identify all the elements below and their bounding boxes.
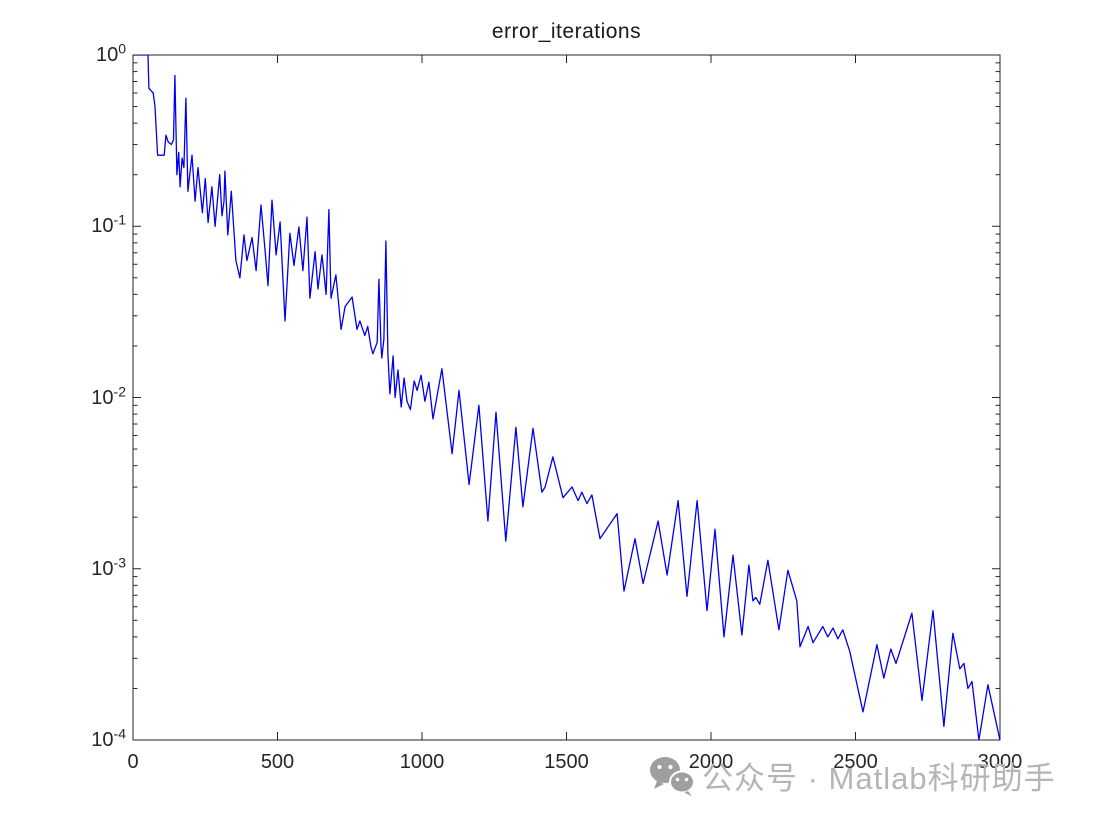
y-axis-tick-label: 10-3 [91, 554, 126, 580]
y-axis-tick-label: 10-4 [91, 725, 126, 751]
axes-box [132, 54, 1001, 741]
x-axis-tick-label: 2500 [833, 751, 878, 773]
x-axis-tick-label: 3000 [977, 751, 1023, 773]
axis-ticks [132, 54, 1001, 741]
y-axis-tick-label: 100 [95, 40, 126, 66]
error-curve [133, 55, 1000, 740]
x-axis-tick-label: 1500 [544, 751, 589, 773]
x-axis-tick-label: 500 [260, 751, 295, 773]
x-axis-tick-label: 1000 [399, 751, 445, 773]
plot-title: error_iterations [491, 20, 642, 43]
y-axis-tick-label: 10-1 [91, 211, 126, 238]
x-axis-tick-label: 0 [127, 751, 139, 773]
y-axis-tick-label: 10-2 [91, 382, 126, 409]
x-axis-tick-label: 2000 [688, 751, 734, 773]
